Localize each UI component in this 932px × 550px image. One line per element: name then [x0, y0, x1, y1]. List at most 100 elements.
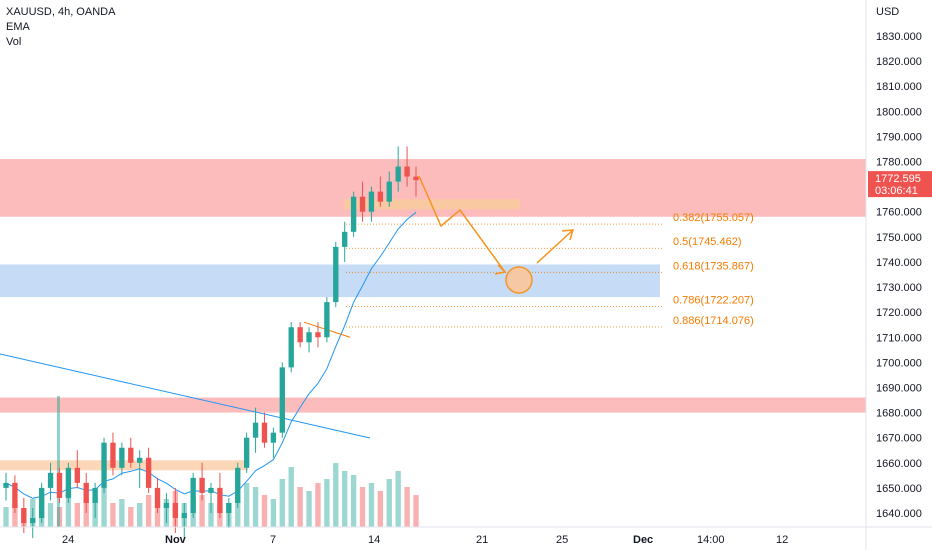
candle-body [386, 181, 392, 202]
volume-bar [12, 503, 18, 527]
candle-body [74, 467, 80, 483]
volume-bar [261, 495, 268, 527]
price-tick-label: 1650.000 [876, 483, 922, 495]
candle-body [368, 191, 375, 212]
volume-bar [315, 483, 321, 527]
price-tick-label: 1750.000 [876, 232, 922, 244]
candle-body [279, 367, 285, 433]
candle-body [38, 487, 45, 519]
projection-arrowhead [494, 264, 507, 275]
volume-bar [243, 483, 250, 527]
candle-body [56, 472, 63, 498]
candle-body [92, 487, 98, 503]
candle-body [377, 191, 384, 202]
candle-body [83, 482, 89, 503]
fib-label: 0.618(1735.867) [673, 260, 754, 272]
volume-bar [47, 503, 54, 527]
price-axis[interactable]: USD 1640.000 1650.000 1660.000 1670.000 1680.… [865, 0, 932, 550]
volume-bar [404, 487, 410, 527]
candle-body [21, 507, 27, 524]
time-tick-label: 25 [556, 534, 568, 546]
candle-body [199, 477, 205, 493]
volume-bar [279, 479, 285, 527]
fib-levels: 0.382(1755.057) 0.5(1745.462) 0.618(1735.8… [346, 212, 754, 328]
time-tick-label: 24 [62, 534, 74, 546]
volume-bar [306, 491, 312, 527]
candle-body [350, 196, 357, 232]
price-tick-label: 1720.000 [876, 307, 922, 319]
trend-lines [0, 211, 417, 499]
candle-body [288, 327, 294, 368]
price-tick-label: 1700.000 [876, 357, 922, 369]
price-tick-label: 1730.000 [876, 282, 922, 294]
candle-body [12, 482, 18, 508]
volume-bar [137, 503, 143, 527]
volume-bar [74, 503, 80, 527]
countdown-timer: 03:06:41 [875, 185, 918, 197]
target-circle [505, 266, 533, 294]
candle-body [128, 447, 134, 463]
time-tick-label: 14:00 [697, 534, 725, 546]
candle-body [208, 487, 214, 493]
price-tick-label: 1780.000 [876, 157, 922, 169]
volume-indicator-label[interactable]: Vol [6, 36, 22, 48]
volume-bar [333, 463, 339, 527]
time-tick-label: 14 [368, 534, 380, 546]
volume-bar [110, 503, 116, 527]
volume-bar [145, 495, 152, 527]
volume-bar [324, 479, 330, 527]
candle-body [137, 457, 143, 463]
volume-bar [359, 487, 366, 527]
volume-bar [350, 475, 357, 527]
current-price: 1772.595 [875, 173, 921, 185]
volume-bar [65, 491, 72, 527]
candle-body [235, 467, 241, 503]
candle-body [154, 487, 161, 508]
candle-body [163, 502, 170, 508]
candle-body [226, 502, 232, 513]
price-tick-label: 1710.000 [876, 332, 922, 344]
candle-body [395, 166, 401, 182]
time-tick-label: 7 [270, 534, 276, 546]
volume-bar [386, 479, 392, 527]
fib-label: 0.382(1755.057) [673, 212, 754, 224]
time-axis[interactable]: 24 Nov 7 14 21 25 Dec 14:00 12 [0, 526, 932, 546]
candle-body [181, 513, 187, 519]
candle-body [30, 518, 36, 524]
volume-bar [154, 503, 161, 527]
candle-body [315, 332, 321, 338]
trend-line [0, 353, 371, 439]
candle-body [359, 196, 366, 212]
price-tick-label: 1680.000 [876, 408, 922, 420]
candle-body [65, 467, 72, 498]
volume-bar [288, 467, 294, 527]
volume-bar [3, 507, 9, 527]
price-tick-label: 1660.000 [876, 458, 922, 470]
candle-body [324, 302, 330, 338]
candle-body [306, 332, 312, 343]
volume-bar [101, 487, 107, 527]
candle-body [172, 502, 179, 519]
symbol-title[interactable]: XAUUSD, 4h, OANDA [6, 6, 116, 18]
price-tick-label: 1740.000 [876, 257, 922, 269]
volume-bar [57, 396, 60, 527]
candle-body [47, 472, 54, 488]
candle-body [333, 246, 339, 303]
volume-bar [128, 507, 134, 527]
candle-body [3, 482, 9, 488]
volume-bar [208, 503, 214, 527]
volume-bar [377, 491, 384, 527]
projection-arrowhead [561, 229, 575, 241]
ema-line [5, 211, 417, 499]
volume-bar [368, 483, 375, 527]
volume-bar [297, 487, 303, 527]
candle-body [270, 432, 277, 443]
price-tick-label: 1820.000 [876, 56, 922, 68]
zone-demand [0, 264, 660, 298]
price-tick-label: 1800.000 [876, 106, 922, 118]
ema-indicator-label[interactable]: EMA [6, 21, 30, 33]
volume-bar [252, 487, 259, 527]
volume-bar [235, 495, 241, 527]
